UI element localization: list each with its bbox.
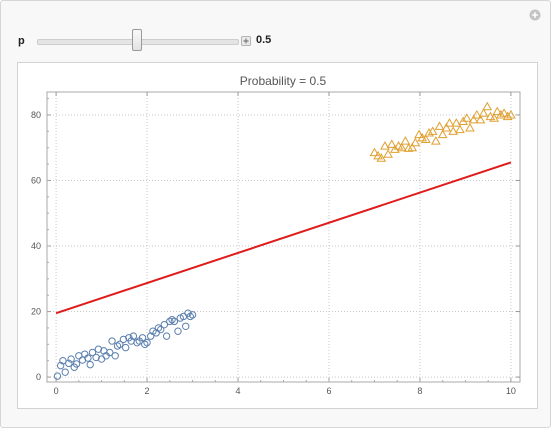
y-tick-label: 0 bbox=[36, 372, 41, 382]
triangle-point bbox=[414, 129, 424, 139]
x-tick-label: 10 bbox=[506, 386, 516, 396]
circle-point bbox=[143, 338, 151, 347]
triangle-point bbox=[383, 149, 393, 158]
data-marks bbox=[53, 101, 516, 380]
triangle-point bbox=[396, 142, 407, 152]
circle-point bbox=[129, 332, 138, 340]
triangle-point bbox=[499, 108, 509, 117]
triangle-point bbox=[502, 111, 513, 121]
slider-label: p bbox=[18, 35, 25, 47]
circle-point bbox=[111, 352, 119, 360]
triangle-point bbox=[424, 127, 434, 137]
triangle-point bbox=[369, 147, 380, 157]
circle-point bbox=[141, 340, 149, 349]
triangle-point bbox=[471, 109, 482, 119]
triangle-point bbox=[420, 134, 431, 144]
slider-value: 0.5 bbox=[256, 34, 272, 46]
circle-point bbox=[188, 311, 197, 319]
circle-point bbox=[119, 335, 128, 344]
chart-title: Probability = 0.5 bbox=[240, 74, 327, 88]
triangle-point bbox=[380, 141, 390, 150]
circle-point bbox=[106, 348, 114, 357]
y-tick-label: 40 bbox=[31, 241, 41, 251]
circle-point bbox=[146, 332, 155, 340]
triangle-point bbox=[489, 113, 499, 122]
circle-point bbox=[56, 361, 65, 370]
y-tick-label: 60 bbox=[31, 175, 41, 185]
circle-point bbox=[84, 354, 92, 362]
y-tick-label: 20 bbox=[31, 307, 41, 317]
triangle-point bbox=[461, 113, 472, 122]
circle-point bbox=[168, 316, 176, 324]
p-slider-thumb[interactable] bbox=[132, 29, 142, 51]
circle-point bbox=[186, 312, 194, 321]
triangle-point bbox=[393, 141, 404, 150]
axis-ticks: 0 2 4 6 8 10 0 20 40 60 80 bbox=[31, 92, 520, 396]
triangle-point bbox=[448, 126, 459, 135]
triangle-point bbox=[427, 126, 438, 135]
fit-line bbox=[55, 161, 512, 315]
triangle-point bbox=[410, 137, 421, 147]
circle-point bbox=[160, 320, 169, 329]
triangle-point bbox=[444, 118, 455, 127]
x-tick-label: 4 bbox=[236, 386, 241, 396]
circle-point bbox=[182, 322, 190, 330]
triangle-point bbox=[386, 139, 397, 148]
triangle-point bbox=[407, 142, 418, 152]
circle-point bbox=[170, 317, 179, 326]
circle-point bbox=[121, 343, 130, 352]
close-circle-icon[interactable] bbox=[529, 9, 541, 21]
circle-point bbox=[162, 332, 171, 340]
triangle-point bbox=[434, 121, 445, 130]
triangle-point bbox=[482, 101, 493, 111]
x-tick-label: 0 bbox=[54, 386, 59, 396]
circle-point bbox=[61, 368, 69, 376]
circle-point bbox=[67, 355, 75, 363]
triangle-point bbox=[437, 129, 448, 139]
triangle-point bbox=[492, 106, 503, 116]
triangle-point bbox=[465, 123, 475, 132]
plot-frame bbox=[17, 62, 538, 409]
y-tick-label: 80 bbox=[31, 110, 41, 120]
triangle-point bbox=[475, 114, 486, 124]
circle-point bbox=[116, 340, 124, 349]
circle-point bbox=[75, 352, 83, 360]
circle-point bbox=[113, 342, 122, 350]
x-tick-label: 6 bbox=[326, 386, 331, 396]
triangle-point bbox=[468, 114, 479, 124]
circle-point bbox=[154, 324, 163, 332]
circle-point bbox=[92, 353, 100, 362]
triangle-point bbox=[496, 109, 506, 119]
circle-point bbox=[86, 360, 94, 369]
circle-point bbox=[53, 372, 62, 380]
circle-point bbox=[138, 334, 147, 342]
circle-point bbox=[157, 325, 165, 334]
triangle-point bbox=[478, 108, 489, 117]
plus-icon[interactable] bbox=[241, 36, 251, 46]
x-tick-label: 2 bbox=[145, 386, 150, 396]
circle-point bbox=[133, 338, 141, 347]
triangle-point bbox=[451, 118, 462, 127]
triangle-point bbox=[455, 124, 465, 134]
circle-point bbox=[59, 357, 67, 365]
circle-point bbox=[88, 348, 97, 357]
circle-point bbox=[174, 327, 182, 335]
triangle-point bbox=[400, 136, 411, 145]
circle-point bbox=[94, 345, 103, 353]
circle-point bbox=[166, 317, 174, 326]
circle-point bbox=[108, 337, 116, 345]
circle-point bbox=[72, 360, 81, 368]
triangle-point bbox=[506, 109, 516, 119]
circle-point bbox=[65, 359, 73, 368]
triangle-point bbox=[403, 143, 414, 152]
x-tick-label: 8 bbox=[417, 386, 422, 396]
triangle-point bbox=[430, 136, 441, 145]
triangle-point bbox=[441, 123, 452, 132]
grid-lines bbox=[47, 92, 520, 382]
